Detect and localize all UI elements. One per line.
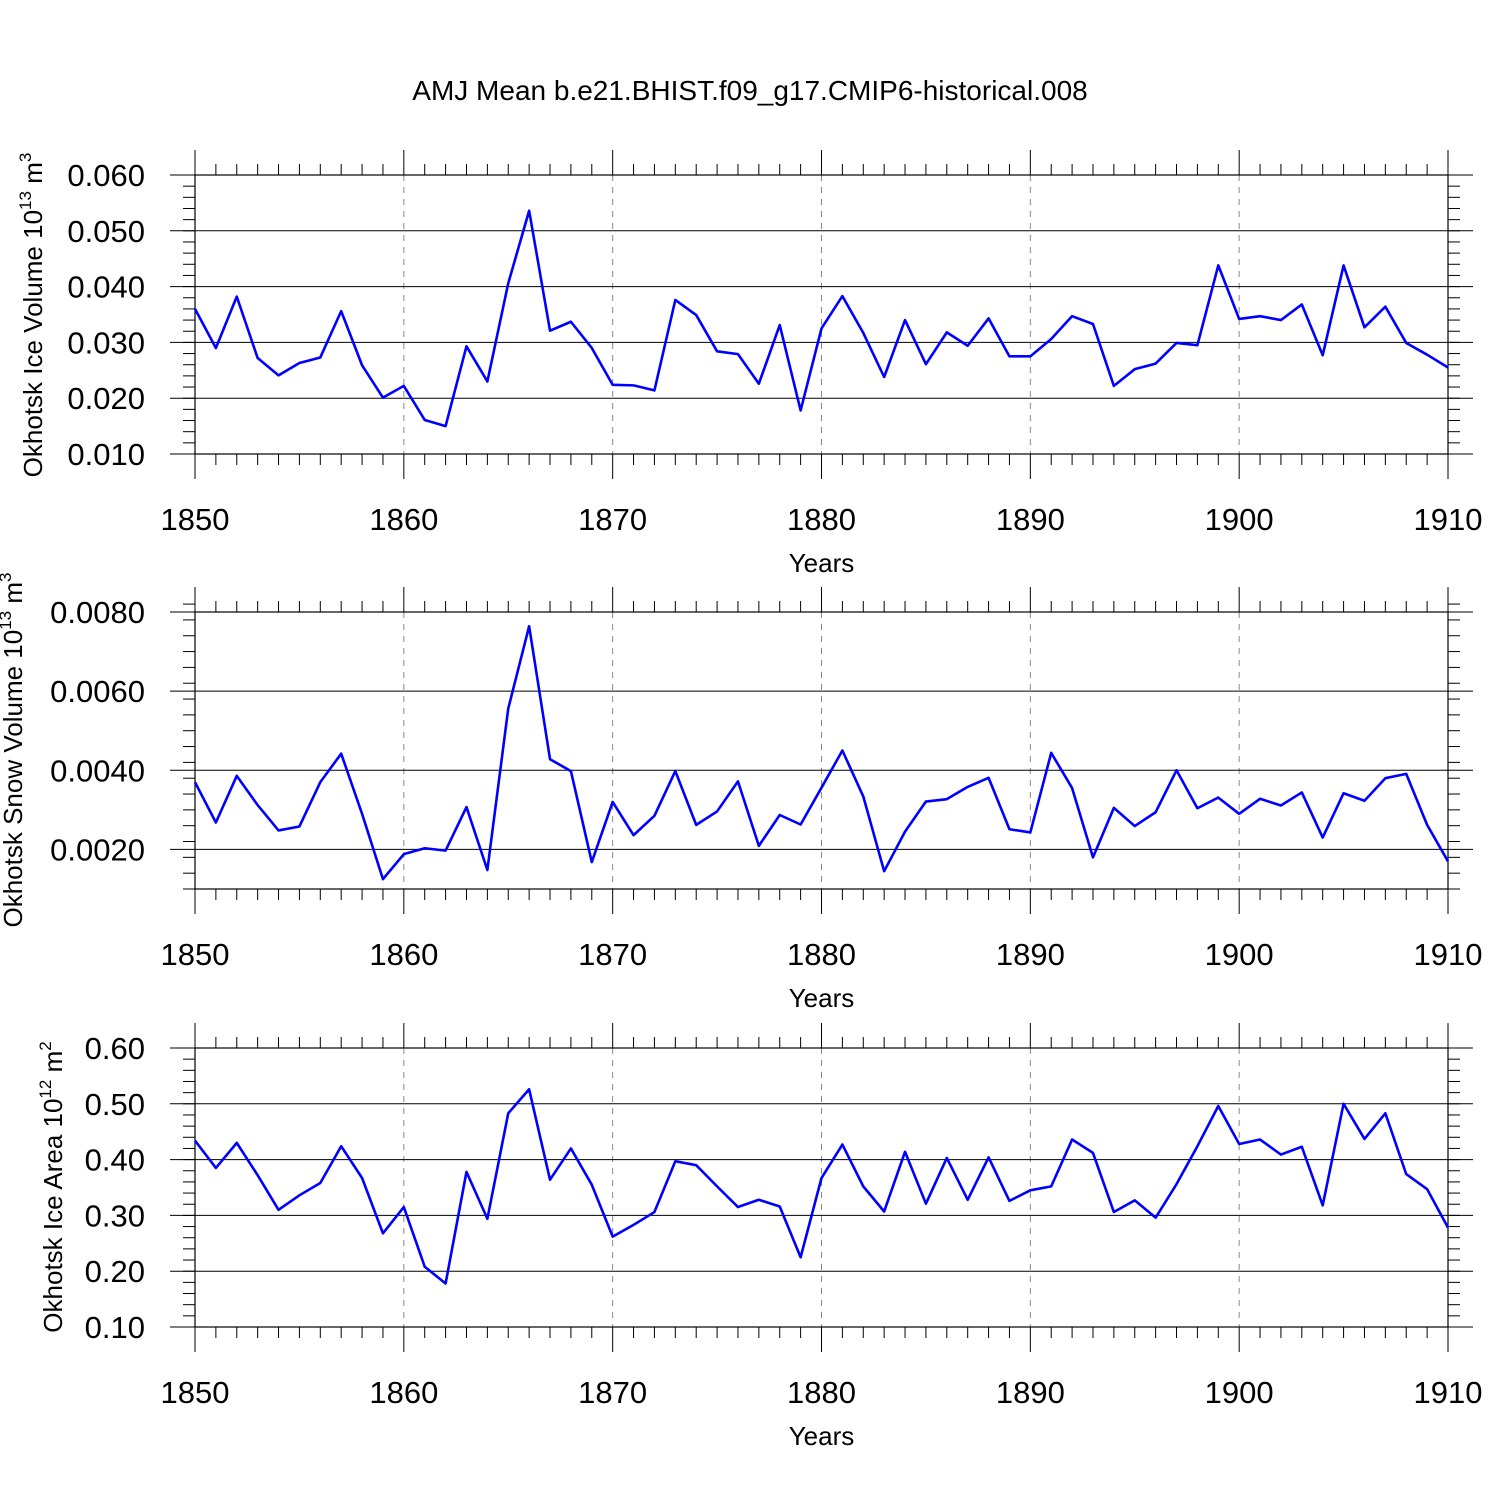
x-tick-label: 1890 (996, 502, 1065, 537)
series-line-ice-area (193, 1087, 1450, 1285)
y-axis-title: Okhotsk Ice Volume 1013 m3 (16, 153, 48, 478)
x-tick-label: 1910 (1414, 937, 1483, 972)
panel-1: 0.010 0.020 0.030 0.040 0.050 0.060 1850 1860 18… (16, 150, 1482, 578)
y-tick-label: 0.0060 (50, 674, 145, 709)
y-tick-label: 0.050 (67, 214, 145, 249)
y-axis-title: Okhotsk Ice Area 1012 m2 (36, 1041, 68, 1332)
y-tick-label: 0.060 (67, 158, 145, 193)
x-tick-label: 1850 (161, 1375, 230, 1410)
x-axis-title: Years (789, 1421, 855, 1451)
x-tick-label: 1890 (996, 1375, 1065, 1410)
y-tick-label: 0.20 (85, 1254, 145, 1289)
x-axis-title: Years (789, 983, 855, 1013)
y-tick-label: 0.50 (85, 1087, 145, 1122)
x-tick-label: 1850 (161, 502, 230, 537)
x-tick-label: 1860 (369, 937, 438, 972)
x-tick-label: 1900 (1205, 1375, 1274, 1410)
panel-2: 0.0020 0.0040 0.0060 0.0080 1850 1860 1870 1880… (0, 573, 1482, 1014)
y-tick-label: 0.30 (85, 1198, 145, 1233)
x-tick-label: 1880 (787, 1375, 856, 1410)
x-tick-label: 1880 (787, 937, 856, 972)
x-tick-label: 1860 (369, 1375, 438, 1410)
chart-title: AMJ Mean b.e21.BHIST.f09_g17.CMIP6-histo… (412, 75, 1087, 106)
y-tick-label: 0.020 (67, 381, 145, 416)
panel-3: 0.10 0.20 0.30 0.40 0.50 0.60 1850 1860 1870 1880… (36, 1023, 1482, 1451)
y-tick-label: 0.60 (85, 1031, 145, 1066)
y-tick-label: 0.0020 (50, 832, 145, 867)
x-tick-label: 1890 (996, 937, 1065, 972)
x-tick-label: 1910 (1414, 1375, 1483, 1410)
x-tick-label: 1880 (787, 502, 856, 537)
x-tick-label: 1870 (578, 502, 647, 537)
series-line-ice-volume (193, 209, 1449, 428)
series-line-snow-volume (193, 624, 1450, 881)
x-tick-label: 1900 (1205, 937, 1274, 972)
y-tick-label: 0.40 (85, 1143, 145, 1178)
y-axis-title: Okhotsk Snow Volume 1013 m3 (0, 573, 28, 928)
x-tick-label: 1870 (578, 1375, 647, 1410)
x-tick-label: 1900 (1205, 502, 1274, 537)
x-tick-label: 1860 (369, 502, 438, 537)
x-tick-label: 1910 (1414, 502, 1483, 537)
y-tick-label: 0.030 (67, 325, 145, 360)
y-tick-label: 0.0080 (50, 595, 145, 630)
y-tick-label: 0.010 (67, 437, 145, 472)
y-tick-label: 0.040 (67, 270, 145, 305)
x-tick-label: 1870 (578, 937, 647, 972)
panels-container: 0.010 0.020 0.030 0.040 0.050 0.060 1850 1860 18… (0, 150, 1482, 1451)
y-tick-label: 0.10 (85, 1310, 145, 1345)
x-axis-title: Years (789, 548, 855, 578)
y-tick-label: 0.0040 (50, 753, 145, 788)
x-tick-label: 1850 (161, 937, 230, 972)
